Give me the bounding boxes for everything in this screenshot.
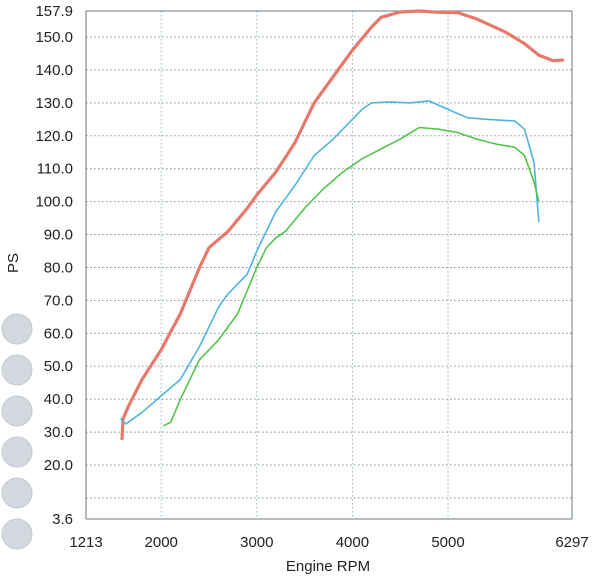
y-tick-label: 40.0: [44, 391, 73, 408]
y-tick-label: 130.0: [35, 95, 73, 112]
x-tick-labels: 1213 2000 3000 4000 5000 6297: [69, 534, 588, 551]
series-line-1: [120, 9, 565, 441]
y-tick-label: 60.0: [44, 325, 73, 342]
series-line-3: [163, 126, 540, 427]
binder-hole: [1, 518, 33, 550]
binder-hole: [1, 436, 33, 468]
y-tick-label: 50.0: [44, 358, 73, 375]
binder-hole: [1, 354, 33, 386]
y-tick-label: 110.0: [37, 161, 73, 178]
y-tick-label: 120.0: [35, 128, 73, 145]
x-axis-title: Engine RPM: [286, 558, 370, 575]
y-tick-label: 20.0: [44, 457, 73, 474]
binder-holes: [1, 313, 33, 550]
y-tick-label: 90.0: [44, 227, 73, 244]
y-axis-title: PS: [5, 253, 22, 273]
x-tick-label: 1213: [69, 534, 102, 551]
binder-hole: [1, 395, 33, 427]
x-tick-label: 2000: [145, 534, 178, 551]
y-tick-label: 30.0: [44, 424, 73, 441]
series-group: [120, 9, 565, 441]
y-tick-labels: 157.9 150.0 140.0 130.0 120.0 110.0 100.0 90.0 8…: [35, 3, 73, 528]
y-tick-label: 80.0: [44, 259, 73, 276]
y-tick-label: 3.6: [52, 511, 73, 528]
grid: [85, 10, 573, 520]
x-tick-label: 5000: [431, 534, 464, 551]
binder-hole: [1, 313, 33, 345]
y-tick-label: 150.0: [35, 29, 73, 46]
series-line-2: [120, 100, 540, 425]
y-tick-label: 100.0: [35, 194, 73, 211]
binder-hole: [1, 477, 33, 509]
y-tick-label: 157.9: [35, 3, 73, 20]
x-tick-label: 4000: [336, 534, 369, 551]
x-tick-label: 6297: [555, 534, 588, 551]
y-tick-label: 140.0: [35, 62, 73, 79]
x-tick-label: 3000: [240, 534, 273, 551]
y-tick-label: 70.0: [44, 292, 73, 309]
